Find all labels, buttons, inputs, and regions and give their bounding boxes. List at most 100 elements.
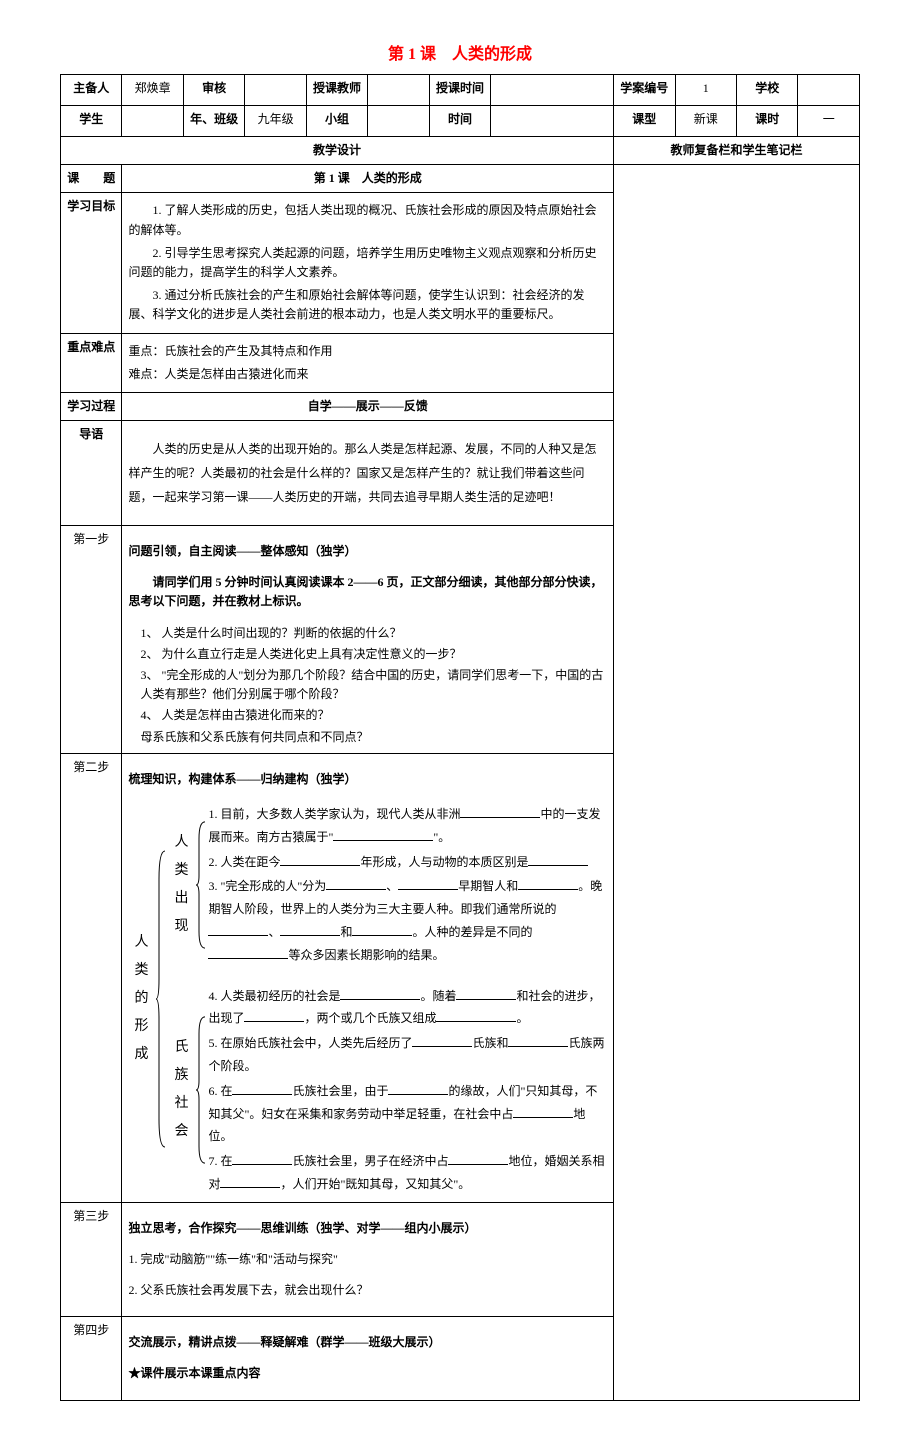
hdr-teacher-val	[368, 75, 429, 106]
step2-b7: 7. 在氏族社会里，男子在经济中占地位，婚姻关系相对，人们开始"既知其母，又知其…	[208, 1150, 607, 1196]
step1-q1: 1、 人类是什么时间出现的？判断的依据的什么？	[128, 624, 607, 643]
blank-field[interactable]	[340, 988, 420, 1000]
hdr-review-val	[245, 75, 306, 106]
blank-field[interactable]	[333, 829, 433, 841]
objective-2: 2. 引导学生思考探究人类起源的问题，培养学生用历史唯物主义观点观察和分析历史问…	[128, 244, 607, 282]
notes-label: 教师复备栏和学生笔记栏	[614, 137, 860, 165]
blank-field[interactable]	[352, 924, 412, 936]
hdr-class-label: 年、班级	[183, 106, 244, 137]
blank-field[interactable]	[220, 1176, 280, 1188]
hdr-review-label: 审核	[183, 75, 244, 106]
blank-field[interactable]	[412, 1035, 472, 1047]
step2-label: 第二步	[61, 753, 122, 1202]
keypoints-label: 重点难点	[61, 333, 122, 392]
intro-content: 人类的历史是从人类的出现开始的。那么人类是怎样起源、发展，不同的人种又是怎样产生…	[122, 421, 614, 526]
hdr-time-label: 时间	[429, 106, 490, 137]
step1-q5: 母系氏族和父系氏族有何共同点和不同点？	[128, 728, 607, 747]
blank-field[interactable]	[280, 924, 340, 936]
hdr-period-label: 课时	[736, 106, 797, 137]
step1-lead: 请同学们用 5 分钟时间认真阅读课本 2——6 页，正文部分细读，其他部分部分快…	[128, 573, 607, 611]
hdr-caseno-val: 1	[675, 75, 736, 106]
step4-content: 交流展示，精讲点拨——释疑解难（群学——班级大展示） ★课件展示本课重点内容	[122, 1317, 614, 1400]
objective-3: 3. 通过分析氏族社会的产生和原始社会解体等问题，使学生认识到：社会经济的发展、…	[128, 286, 607, 324]
objectives-label: 学习目标	[61, 193, 122, 333]
outer-brace-icon	[154, 801, 168, 1198]
hdr-group-label: 小组	[306, 106, 367, 137]
hdr-class-val: 九年级	[245, 106, 306, 137]
blank-field[interactable]	[208, 947, 288, 959]
step1-q3: 3、 "完全形成的人"划分为那几个阶段？结合中国的历史，请同学们思考一下，中国的…	[128, 666, 607, 704]
step2-a3: 3. "完全形成的人"分为、早期智人和。晚期智人阶段，世界上的人类分为三大主要人…	[208, 875, 607, 966]
step2-b5: 5. 在原始氏族社会中，人类先后经历了氏族和氏族两个阶段。	[208, 1032, 607, 1078]
step1-head: 问题引领，自主阅读——整体感知（独学）	[128, 542, 607, 561]
groupB-vertical-label: 氏族社会	[168, 983, 194, 1198]
blank-field[interactable]	[456, 988, 516, 1000]
step2-b4: 4. 人类最初经历的社会是。随着和社会的进步，出现了，两个或几个氏族又组成。	[208, 985, 607, 1031]
lesson-plan-table: 主备人 郑焕章 审核 授课教师 授课时间 学案编号 1 学校 学生 年、班级 九…	[60, 74, 860, 1401]
teacher-notes-area	[614, 165, 860, 1400]
header-row-1: 主备人 郑焕章 审核 授课教师 授课时间 学案编号 1 学校	[61, 75, 860, 106]
hdr-date-label: 授课时间	[429, 75, 490, 106]
hdr-school-label: 学校	[736, 75, 797, 106]
blank-field[interactable]	[528, 854, 588, 866]
blank-field[interactable]	[398, 879, 458, 891]
topic-row: 课 题 第 1 课 人类的形成	[61, 165, 860, 193]
blank-field[interactable]	[513, 1106, 573, 1118]
topic-label: 课 题	[61, 165, 122, 193]
step2-b6: 6. 在氏族社会里，由于的缘故，人们"只知其母，不知其父"。妇女在采集和家务劳动…	[208, 1080, 607, 1148]
step2-a2: 2. 人类在距今年形成，人与动物的本质区别是	[208, 851, 607, 874]
step1-label: 第一步	[61, 526, 122, 754]
design-label: 教学设计	[61, 137, 614, 165]
step4-l1: ★课件展示本课重点内容	[128, 1364, 607, 1383]
blank-field[interactable]	[280, 854, 360, 866]
step2-tree: 人类的形成 人类出现	[128, 801, 607, 1198]
hdr-student-label: 学生	[61, 106, 122, 137]
step3-head: 独立思考，合作探究——思维训练（独学、对学——组内小展示）	[128, 1219, 607, 1238]
step1-q4: 4、 人类是怎样由古猿进化而来的？	[128, 706, 607, 725]
blank-field[interactable]	[460, 806, 540, 818]
blank-field[interactable]	[244, 1011, 304, 1023]
blank-field[interactable]	[232, 1153, 292, 1165]
hdr-teacher-label: 授课教师	[306, 75, 367, 106]
step1-content: 问题引领，自主阅读——整体感知（独学） 请同学们用 5 分钟时间认真阅读课本 2…	[122, 526, 614, 754]
blank-field[interactable]	[232, 1083, 292, 1095]
step3-label: 第三步	[61, 1202, 122, 1317]
hdr-student-val	[122, 106, 183, 137]
step4-label: 第四步	[61, 1317, 122, 1400]
outer-vertical-label: 人类的形成	[128, 801, 154, 1198]
step1-q2: 2、 为什么直立行走是人类进化史上具有决定性意义的一步？	[128, 645, 607, 664]
groupB-brace-icon	[194, 983, 208, 1198]
blank-field[interactable]	[208, 924, 268, 936]
blank-field[interactable]	[436, 1011, 516, 1023]
step2-head: 梳理知识，构建体系——归纳建构（独学）	[128, 770, 607, 789]
intro-label: 导语	[61, 421, 122, 526]
hdr-caseno-label: 学案编号	[614, 75, 675, 106]
hdr-mainprep-val: 郑焕章	[122, 75, 183, 106]
step2-content: 梳理知识，构建体系——归纳建构（独学） 人类的形成 人	[122, 753, 614, 1202]
hdr-date-val	[491, 75, 614, 106]
objective-1: 1. 了解人类形成的历史，包括人类出现的概况、氏族社会形成的原因及特点原始社会的…	[128, 201, 607, 239]
blank-field[interactable]	[326, 879, 386, 891]
design-notes-row: 教学设计 教师复备栏和学生笔记栏	[61, 137, 860, 165]
hdr-type-label: 课型	[614, 106, 675, 137]
step4-head: 交流展示，精讲点拨——释疑解难（群学——班级大展示）	[128, 1333, 607, 1352]
hdr-period-val: 一	[798, 106, 860, 137]
hdr-group-val	[368, 106, 429, 137]
topic-value: 第 1 课 人类的形成	[122, 165, 614, 193]
step3-l1: 1. 完成"动脑筋""练一练"和"活动与探究"	[128, 1250, 607, 1269]
step3-content: 独立思考，合作探究——思维训练（独学、对学——组内小展示） 1. 完成"动脑筋"…	[122, 1202, 614, 1317]
blank-field[interactable]	[508, 1035, 568, 1047]
hdr-mainprep-label: 主备人	[61, 75, 122, 106]
blank-field[interactable]	[448, 1153, 508, 1165]
keypoint-key: 重点：氏族社会的产生及其特点和作用	[128, 342, 607, 361]
process-value: 自学——展示——反馈	[122, 392, 614, 420]
blank-field[interactable]	[518, 879, 578, 891]
objectives-content: 1. 了解人类形成的历史，包括人类出现的概况、氏族社会形成的原因及特点原始社会的…	[122, 193, 614, 333]
hdr-type-val: 新课	[675, 106, 736, 137]
blank-field[interactable]	[388, 1083, 448, 1095]
hdr-time-val	[491, 106, 614, 137]
keypoints-content: 重点：氏族社会的产生及其特点和作用 难点：人类是怎样由古猿进化而来	[122, 333, 614, 392]
hdr-school-val	[798, 75, 860, 106]
step3-l2: 2. 父系氏族社会再发展下去，就会出现什么？	[128, 1281, 607, 1300]
process-label: 学习过程	[61, 392, 122, 420]
